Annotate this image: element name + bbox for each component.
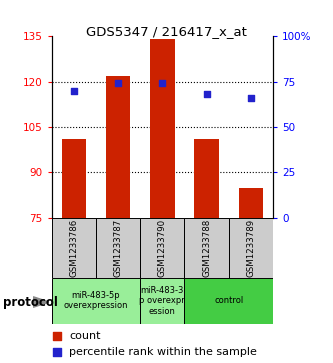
Bar — [140, 218, 184, 278]
Point — [248, 95, 254, 101]
Bar — [140, 278, 184, 324]
Text: GSM1233786: GSM1233786 — [69, 219, 78, 277]
Text: GSM1233787: GSM1233787 — [114, 219, 123, 277]
Point — [204, 91, 209, 97]
Text: GSM1233789: GSM1233789 — [246, 219, 255, 277]
Point — [71, 88, 77, 94]
Text: count: count — [70, 331, 101, 341]
Bar — [150, 39, 174, 218]
Point — [116, 81, 121, 86]
Text: control: control — [214, 296, 243, 305]
Bar — [52, 218, 96, 278]
Bar — [106, 76, 130, 218]
Text: percentile rank within the sample: percentile rank within the sample — [70, 347, 257, 357]
Text: GSM1233790: GSM1233790 — [158, 219, 167, 277]
Bar — [184, 218, 229, 278]
Point — [55, 349, 60, 355]
Text: protocol: protocol — [3, 295, 58, 309]
Point — [55, 333, 60, 339]
Text: GDS5347 / 216417_x_at: GDS5347 / 216417_x_at — [86, 25, 247, 38]
Bar — [96, 218, 140, 278]
Text: miR-483-5p
overexpression: miR-483-5p overexpression — [64, 291, 128, 310]
Bar — [62, 139, 86, 218]
Bar — [229, 218, 273, 278]
Bar — [194, 139, 219, 218]
Bar — [239, 188, 263, 218]
Text: GSM1233788: GSM1233788 — [202, 219, 211, 277]
Text: miR-483-3
p overexpr
ession: miR-483-3 p overexpr ession — [140, 286, 185, 316]
Bar — [184, 278, 273, 324]
Bar — [52, 278, 140, 324]
Point — [160, 81, 165, 86]
Polygon shape — [33, 297, 49, 307]
